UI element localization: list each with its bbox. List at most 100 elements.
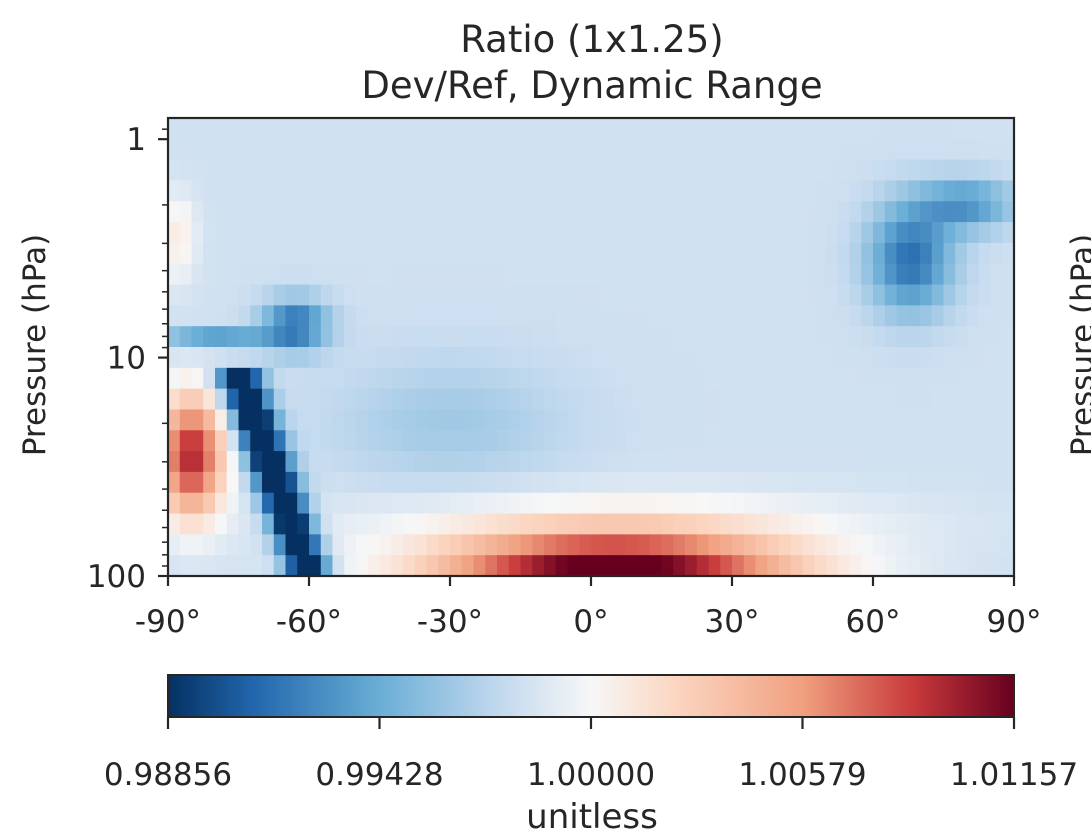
heatmap-cell [438,451,451,473]
heatmap-cell [285,222,298,244]
heatmap-cell [485,430,498,452]
heatmap-cell [497,555,510,576]
heatmap-cell [990,555,1003,576]
heatmap-cell [614,409,627,431]
heatmap-cell [826,138,839,161]
heatmap-cell [908,430,921,452]
heatmap-cell [309,326,322,348]
heatmap-cell [602,159,616,182]
heatmap-cell [450,305,463,327]
heatmap-cell [814,222,827,244]
heatmap-cell [344,409,357,431]
heatmap-cell [544,201,557,223]
heatmap-cell [920,492,933,515]
heatmap-cell [262,222,275,244]
heatmap-cell [708,347,721,369]
heatmap-cell [802,492,815,515]
heatmap-cell [896,180,909,202]
heatmap-cell [297,305,310,327]
heatmap-cell [591,305,604,327]
heatmap-cell [849,326,862,348]
heatmap-cell [743,242,757,265]
heatmap-cell [626,388,639,411]
heatmap-cell [297,326,310,348]
heatmap-cell [508,284,522,306]
heatmap-cell [790,513,804,535]
heatmap-cell [767,222,780,244]
heatmap-cell [250,451,263,473]
heatmap-cell [779,201,792,223]
heatmap-cell [720,513,733,535]
heatmap-cell [861,222,874,244]
heatmap-cell [403,409,416,431]
heatmap-cell [943,201,956,223]
heatmap-cell [755,555,768,576]
heatmap-cell [732,367,745,390]
heatmap-cell [767,284,780,306]
heatmap-cell [884,284,898,306]
heatmap-cell [450,451,463,473]
heatmap-cell [250,263,263,286]
heatmap-cell [978,138,992,161]
heatmap-cell [226,284,240,306]
heatmap-cell [238,222,251,244]
heatmap-cell [884,138,898,161]
heatmap-cell [403,471,416,494]
heatmap-cell [567,347,580,369]
heatmap-cell [320,534,334,556]
heatmap-cell [309,305,322,327]
heatmap-cell [908,222,921,244]
heatmap-cell [555,555,569,576]
heatmap-cell [191,180,204,202]
heatmap-cell [391,388,404,411]
heatmap-cell [673,222,686,244]
heatmap-cell [931,388,945,411]
heatmap-cell [826,451,839,473]
heatmap-cell [297,388,310,411]
heatmap-cell [403,555,416,576]
heatmap-cell [238,159,251,182]
heatmap-cell [732,347,745,369]
heatmap-cell [215,201,228,223]
heatmap-cell [450,492,463,515]
heatmap-cell [567,326,580,348]
heatmap-cell [720,367,733,390]
heatmap-cell [461,242,475,265]
heatmap-cell [779,284,792,306]
heatmap-cell [485,451,498,473]
heatmap-cell [203,222,216,244]
heatmap-cell [332,409,345,431]
heatmap-cell [673,513,686,535]
heatmap-cell [544,118,557,140]
heatmap-cell [567,201,580,223]
heatmap-cell [215,513,228,535]
heatmap-cell [696,284,710,306]
heatmap-cell [403,534,416,556]
heatmap-cell [262,534,275,556]
heatmap-cell [391,513,404,535]
heatmap-cell [661,367,674,390]
heatmap-cell [614,388,627,411]
heatmap-cell [896,388,909,411]
heatmap-cell [226,409,240,431]
heatmap-cell [332,430,345,452]
heatmap-cell [814,534,827,556]
heatmap-cell [450,347,463,369]
heatmap-cell [414,159,428,182]
heatmap-cell [814,409,827,431]
heatmap-cell [908,284,921,306]
heatmap-cell [755,180,768,202]
heatmap-cell [250,367,263,390]
heatmap-cell [520,201,533,223]
heatmap-cell [250,305,263,327]
heatmap-cell [814,242,827,265]
heatmap-cell [661,180,674,202]
heatmap-cell [508,492,522,515]
heatmap-cell [520,555,533,576]
heatmap-cell [837,138,851,161]
heatmap-cell [226,118,240,140]
heatmap-cell [591,347,604,369]
heatmap-cell [403,242,416,265]
heatmap-cell [790,347,804,369]
heatmap-cell [696,534,710,556]
